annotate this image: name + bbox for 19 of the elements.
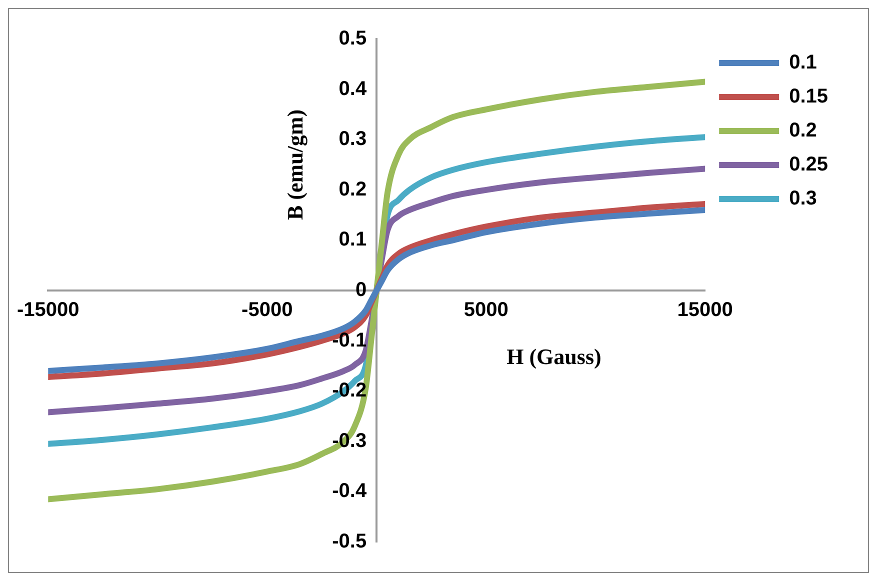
x-tick-label: 15000 [677, 299, 733, 322]
legend-label: 0.3 [789, 188, 817, 210]
y-tick-label: 0.5 [338, 28, 367, 50]
y-tick-label: 0 [355, 279, 367, 302]
y-axis-title: B (emu/gm) [282, 109, 308, 220]
legend-label: 0.25 [789, 154, 828, 176]
x-tick-label: -5000 [242, 299, 293, 322]
y-tick-label: 0.4 [338, 78, 368, 100]
x-tick-label: -15000 [16, 299, 80, 322]
x-tick-label: 5000 [464, 299, 508, 322]
legend-label: 0.15 [789, 86, 828, 108]
y-tick-label: -0.5 [332, 530, 367, 553]
legend-label: 0.2 [789, 120, 817, 142]
y-tick-label: 0.3 [338, 128, 367, 150]
y-tick-label: -0.4 [332, 480, 368, 502]
legend-label: 0.1 [789, 52, 817, 74]
x-axis-title: H (Gauss) [506, 344, 602, 370]
y-tick-label: 0.2 [338, 178, 367, 200]
y-tick-label: 0.1 [338, 228, 367, 251]
